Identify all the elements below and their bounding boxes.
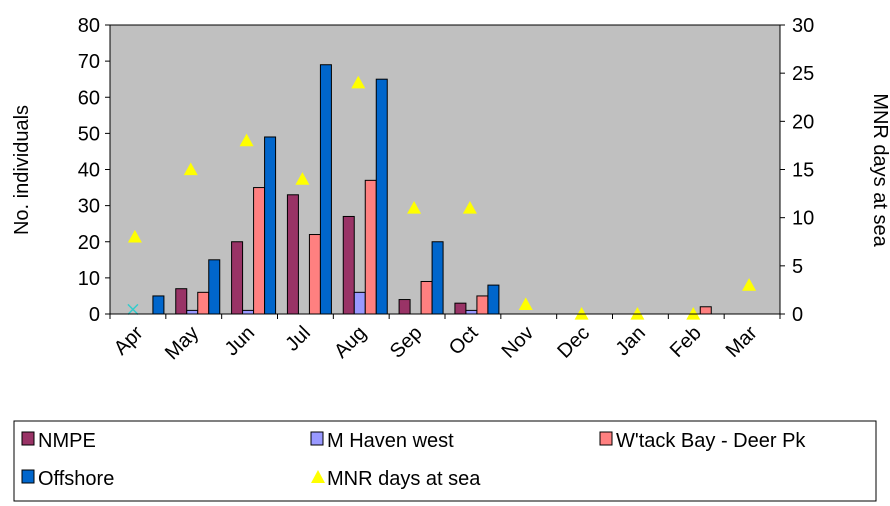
legend-box [13, 420, 877, 502]
bar-w-tack-bay-deer-pk-oct [476, 295, 489, 315]
right-tick-label: 10 [792, 208, 814, 230]
left-axis: 0 10 20 30 40 50 60 70 80 [78, 15, 111, 326]
bar-nmpe-sep [398, 299, 411, 315]
left-axis-label: No. individuals [11, 105, 33, 235]
x-marker-apr [127, 303, 139, 315]
legend-swatch [311, 470, 325, 483]
bar-offshore-oct [487, 284, 500, 315]
legend-label: M Haven west [327, 430, 454, 452]
bar-offshore-sep [431, 241, 444, 315]
legend-item-w-tack-bay-deer-pk: W'tack Bay - Deer Pk [599, 430, 806, 452]
legend-swatch [310, 431, 324, 446]
marker-mnr-days-jun [239, 133, 254, 147]
left-tick-label: 40 [78, 160, 100, 182]
left-tick-label: 20 [78, 232, 100, 254]
bar-nmpe-aug [342, 215, 355, 315]
bar-offshore-may [208, 259, 221, 315]
legend-item-m-haven-west: M Haven west [310, 430, 454, 452]
left-tick-label: 10 [78, 268, 100, 290]
bar-offshore-jul [319, 64, 332, 315]
bar-m-haven-west-jun [242, 309, 255, 315]
left-tick-label: 50 [78, 123, 100, 145]
bar-w-tack-bay-deer-pk-may [197, 291, 210, 315]
bar-nmpe-may [175, 288, 188, 315]
left-tick-label: 60 [78, 87, 100, 109]
marker-mnr-days-dec [574, 307, 589, 320]
bar-m-haven-west-may [186, 309, 199, 315]
right-tick-label: 0 [792, 304, 803, 326]
bar-offshore-apr [152, 295, 165, 315]
legend-item-mnr-days-at-sea: MNR days at sea [311, 468, 481, 490]
marker-mnr-days-nov [518, 297, 533, 310]
marker-mnr-days-apr [127, 229, 142, 243]
bar-offshore-aug [375, 78, 388, 315]
legend-label: Offshore [38, 468, 114, 490]
marker-mnr-days-jul [295, 172, 310, 185]
left-tick-label: 80 [78, 15, 100, 37]
plot-area [109, 24, 781, 315]
right-tick-label: 25 [792, 63, 814, 85]
marker-mnr-days-feb [686, 307, 701, 320]
marker-mnr-days-oct [462, 201, 477, 214]
bar-m-haven-west-aug [353, 291, 366, 315]
left-tick-label: 30 [78, 196, 100, 218]
right-axis: 0 5 10 15 20 25 30 [779, 15, 814, 326]
marker-mnr-days-sep [407, 201, 422, 214]
bar-offshore-jun [264, 136, 277, 315]
markers-group [127, 75, 757, 320]
legend-swatch [21, 469, 35, 484]
bar-w-tack-bay-deer-pk-aug [364, 179, 377, 315]
bar-m-haven-west-oct [465, 309, 478, 315]
marker-mnr-days-mar [742, 278, 757, 291]
left-tick-label: 70 [78, 51, 100, 73]
bar-nmpe-jul [286, 194, 299, 315]
legend-swatch [599, 431, 613, 446]
bar-nmpe-oct [454, 302, 467, 315]
left-tick-label: 0 [89, 304, 100, 326]
right-tick-label: 5 [792, 256, 803, 278]
right-tick-label: 20 [792, 111, 814, 133]
right-tick-label: 30 [792, 15, 814, 37]
marker-mnr-days-jan [630, 307, 645, 320]
legend-swatch [21, 431, 35, 446]
bar-w-tack-bay-deer-pk-jul [308, 234, 321, 315]
legend-label: NMPE [38, 430, 96, 452]
legend-label: W'tack Bay - Deer Pk [616, 430, 806, 452]
bar-nmpe-jun [231, 241, 244, 315]
marker-mnr-days-aug [351, 75, 366, 89]
legend-label: MNR days at sea [327, 468, 481, 490]
legend-item-nmpe: NMPE [21, 430, 96, 452]
legend: NMPE M Haven west W'tack Bay - Deer Pk Offs… [13, 420, 877, 502]
right-axis-label: MNR days at sea [869, 93, 890, 247]
marker-mnr-days-may [183, 162, 198, 176]
bar-w-tack-bay-deer-pk-feb [699, 306, 712, 315]
legend-item-offshore: Offshore [21, 468, 114, 490]
bar-w-tack-bay-deer-pk-jun [253, 187, 266, 315]
right-tick-label: 15 [792, 160, 814, 182]
bar-w-tack-bay-deer-pk-sep [420, 280, 433, 315]
